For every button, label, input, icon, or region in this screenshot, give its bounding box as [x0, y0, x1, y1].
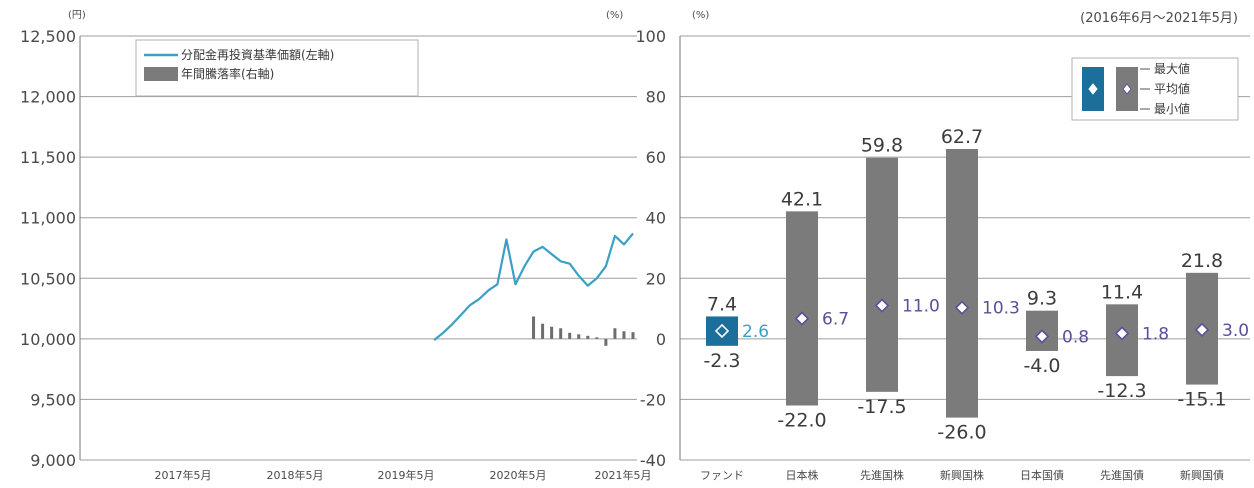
return-bar — [595, 337, 599, 339]
x-tick-label: 2019年5月 — [378, 468, 435, 482]
annual-return-bars — [532, 316, 635, 346]
min-label: -15.1 — [1177, 389, 1226, 411]
category-label: 日本株 — [786, 468, 819, 482]
left-gridlines — [79, 35, 637, 461]
x-tick-label: 2021年5月 — [595, 468, 652, 482]
min-label: -17.5 — [857, 396, 906, 418]
y-tick-label: 12,000 — [20, 88, 76, 107]
diamond-icon — [1122, 83, 1132, 95]
avg-label: 1.8 — [1142, 324, 1169, 344]
return-bar — [622, 331, 626, 339]
left-x-axis: 2017年5月 2018年5月 2019年5月 2020年5月 2021年5月 — [155, 468, 652, 482]
min-label: -2.3 — [703, 350, 740, 372]
y-tick-label: 9,000 — [30, 451, 76, 470]
left-unit-label: (円) — [68, 10, 86, 21]
avg-label: 11.0 — [902, 297, 940, 317]
category-label: 先進国株 — [860, 468, 904, 482]
avg-marker — [954, 300, 970, 315]
y2-tick-label: 20 — [646, 269, 666, 288]
y-tick-label: 10,000 — [20, 330, 76, 349]
y-tick-label: 12,500 — [20, 27, 76, 46]
range-bar — [786, 211, 818, 406]
nav-line — [433, 232, 634, 341]
return-bar — [559, 328, 563, 339]
range-bar — [866, 157, 898, 392]
avg-marker — [794, 311, 810, 326]
return-bar — [577, 334, 581, 339]
max-label: 9.3 — [1027, 288, 1057, 310]
max-label: 21.8 — [1181, 250, 1223, 272]
return-bar — [604, 338, 608, 346]
max-label: 62.7 — [941, 126, 983, 148]
right-unit-label: (%) — [692, 10, 709, 21]
right-legend: 最大値 平均値 最小値 — [1071, 57, 1239, 121]
category-label: 先進国債 — [1100, 468, 1144, 482]
return-bar — [586, 335, 590, 339]
y-tick-label: 11,500 — [20, 148, 76, 167]
x-tick-label: 2020年5月 — [490, 468, 547, 482]
min-label: -26.0 — [937, 422, 986, 444]
left-y-axis: 12,500 12,000 11,500 11,000 10,500 10,000 9,50… — [20, 27, 76, 470]
y-tick-label: 9,500 — [30, 390, 76, 409]
return-bar — [532, 316, 536, 339]
period-label: (2016年6月〜2021年5月) — [1080, 11, 1238, 26]
legend-avg-label: 平均値 — [1154, 81, 1190, 96]
y2-tick-label: 40 — [646, 209, 666, 228]
avg-label: 6.7 — [822, 310, 849, 330]
category-label: 日本国債 — [1020, 468, 1064, 482]
x-tick-label: 2017年5月 — [155, 468, 212, 482]
range-bar — [946, 148, 978, 418]
max-label: 11.4 — [1101, 281, 1143, 303]
avg-marker — [714, 323, 730, 339]
category-label: 新興国債 — [1180, 468, 1224, 482]
return-bar — [568, 332, 572, 339]
left-legend: 分配金再投資基準価額(左軸) 年間騰落率(右軸) — [135, 39, 419, 97]
mid-unit-label: (%) — [606, 10, 623, 21]
avg-label: 3.0 — [1222, 321, 1249, 341]
max-label: 42.1 — [781, 188, 823, 210]
x-tick-label: 2018年5月 — [267, 468, 324, 482]
avg-label: 2.6 — [742, 322, 769, 342]
avg-label: 0.8 — [1062, 327, 1089, 347]
max-label: 7.4 — [707, 293, 737, 315]
legend-item-return: 年間騰落率(右軸) — [181, 66, 274, 81]
return-bar — [631, 332, 635, 339]
avg-marker — [874, 298, 890, 313]
legend-box — [135, 39, 419, 97]
avg-marker — [1114, 326, 1130, 341]
legend-min-label: 最小値 — [1154, 101, 1190, 116]
right-y-axis: 100 80 60 40 20 0 -20 -40 — [635, 27, 666, 470]
y2-tick-label: 80 — [646, 88, 666, 107]
right-x-axis: ファンド 日本株 先進国株 新興国株 日本国債 先進国債 新興国債 — [700, 468, 1224, 482]
y2-tick-label: 60 — [646, 148, 666, 167]
y2-tick-label: -20 — [640, 390, 666, 409]
diamond-icon — [1088, 83, 1098, 95]
return-bar — [550, 326, 554, 339]
y2-tick-label: -40 — [640, 451, 666, 470]
avg-marker — [1194, 322, 1210, 337]
category-label: 新興国株 — [940, 468, 984, 482]
max-label: 59.8 — [861, 135, 903, 157]
y-tick-label: 11,000 — [20, 209, 76, 228]
return-bar — [613, 328, 617, 339]
range-bars: 7.4 -2.32.6 42.1 -22.0 6.7 59.8 -17.5 11.0 62.7 -… — [703, 126, 1249, 444]
avg-label: 10.3 — [982, 299, 1020, 319]
category-label: ファンド — [700, 469, 744, 482]
min-label: -12.3 — [1097, 380, 1146, 402]
legend-bar-swatch — [144, 67, 178, 81]
avg-marker — [1034, 329, 1050, 344]
y2-tick-label: 100 — [635, 27, 666, 46]
legend-item-nav: 分配金再投資基準価額(左軸) — [181, 47, 334, 62]
min-label: -22.0 — [777, 409, 826, 431]
legend-max-label: 最大値 — [1154, 61, 1190, 76]
min-label: -4.0 — [1023, 355, 1060, 377]
y-tick-label: 10,500 — [20, 269, 76, 288]
nav-line-series — [433, 232, 634, 341]
y2-tick-label: 0 — [656, 330, 666, 349]
return-bar — [541, 323, 545, 339]
